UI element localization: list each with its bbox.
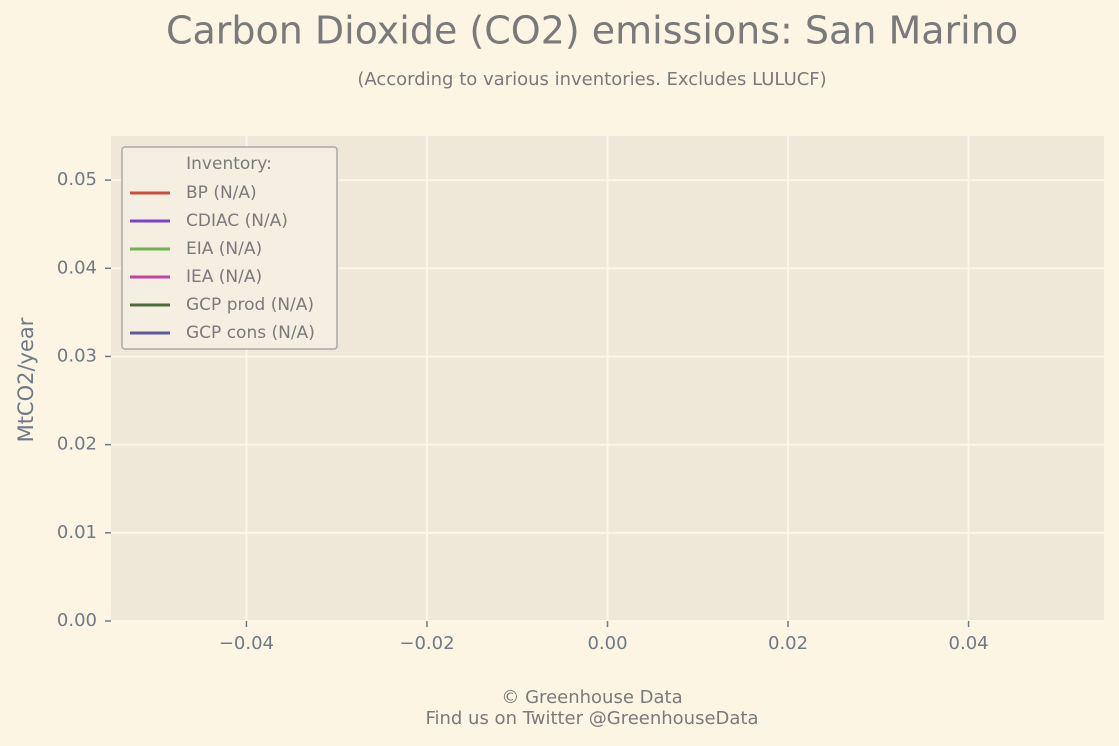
x-tick-label: −0.04	[219, 633, 274, 654]
y-tick-label: 0.01	[57, 522, 97, 543]
y-tick-label: 0.03	[57, 345, 97, 366]
legend-label: GCP prod (N/A)	[186, 295, 314, 315]
chart-title: Carbon Dioxide (CO2) emissions: San Mari…	[166, 9, 1018, 53]
chart-subtitle: (According to various inventories. Exclu…	[357, 69, 826, 90]
legend-title: Inventory:	[186, 154, 272, 174]
y-tick-label: 0.05	[57, 169, 97, 190]
legend-label: IEA (N/A)	[186, 267, 262, 287]
legend-label: EIA (N/A)	[186, 239, 262, 259]
x-tick-label: 0.04	[949, 633, 989, 654]
y-tick-label: 0.00	[57, 610, 97, 631]
x-tick-label: 0.00	[587, 633, 627, 654]
y-tick-label: 0.02	[57, 434, 97, 455]
legend-box	[121, 146, 338, 350]
x-tick-label: 0.02	[768, 633, 808, 654]
legend-label: BP (N/A)	[186, 183, 257, 203]
legend-label: GCP cons (N/A)	[186, 323, 315, 343]
y-tick-label: 0.04	[57, 257, 97, 278]
footer: Find us on Twitter @GreenhouseData	[425, 708, 758, 729]
legend-label: CDIAC (N/A)	[186, 211, 288, 231]
footer: © Greenhouse Data	[501, 687, 682, 708]
x-tick-label: −0.02	[399, 633, 454, 654]
y-axis-label: MtCO2/year	[14, 317, 38, 442]
